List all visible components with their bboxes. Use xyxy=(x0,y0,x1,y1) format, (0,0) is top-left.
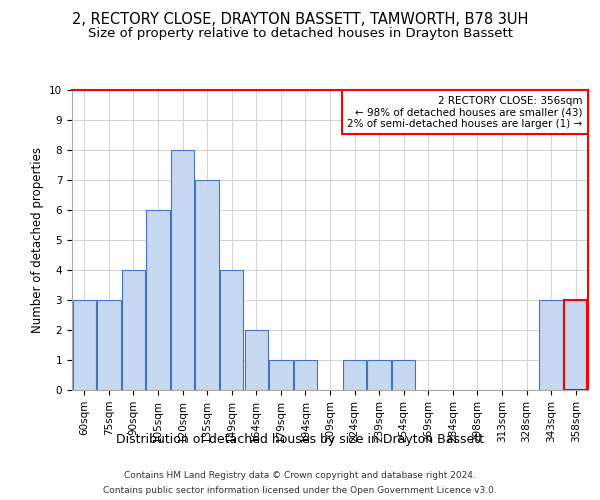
Bar xyxy=(367,360,391,390)
Text: Contains HM Land Registry data © Crown copyright and database right 2024.: Contains HM Land Registry data © Crown c… xyxy=(124,471,476,480)
Text: 2 RECTORY CLOSE: 356sqm
← 98% of detached houses are smaller (43)
2% of semi-det: 2 RECTORY CLOSE: 356sqm ← 98% of detache… xyxy=(347,96,583,129)
Bar xyxy=(171,150,194,390)
Bar xyxy=(343,360,366,390)
Y-axis label: Number of detached properties: Number of detached properties xyxy=(31,147,44,333)
Bar xyxy=(196,180,219,390)
Bar xyxy=(97,300,121,390)
Bar xyxy=(539,300,563,390)
Text: Contains public sector information licensed under the Open Government Licence v3: Contains public sector information licen… xyxy=(103,486,497,495)
Bar xyxy=(269,360,293,390)
Bar xyxy=(73,300,96,390)
Bar xyxy=(564,300,587,390)
Bar xyxy=(392,360,415,390)
Bar xyxy=(122,270,145,390)
Bar xyxy=(146,210,170,390)
Bar xyxy=(220,270,244,390)
Text: Distribution of detached houses by size in Drayton Bassett: Distribution of detached houses by size … xyxy=(116,432,484,446)
Bar xyxy=(245,330,268,390)
Text: Size of property relative to detached houses in Drayton Bassett: Size of property relative to detached ho… xyxy=(88,28,512,40)
Text: 2, RECTORY CLOSE, DRAYTON BASSETT, TAMWORTH, B78 3UH: 2, RECTORY CLOSE, DRAYTON BASSETT, TAMWO… xyxy=(72,12,528,28)
Bar xyxy=(294,360,317,390)
